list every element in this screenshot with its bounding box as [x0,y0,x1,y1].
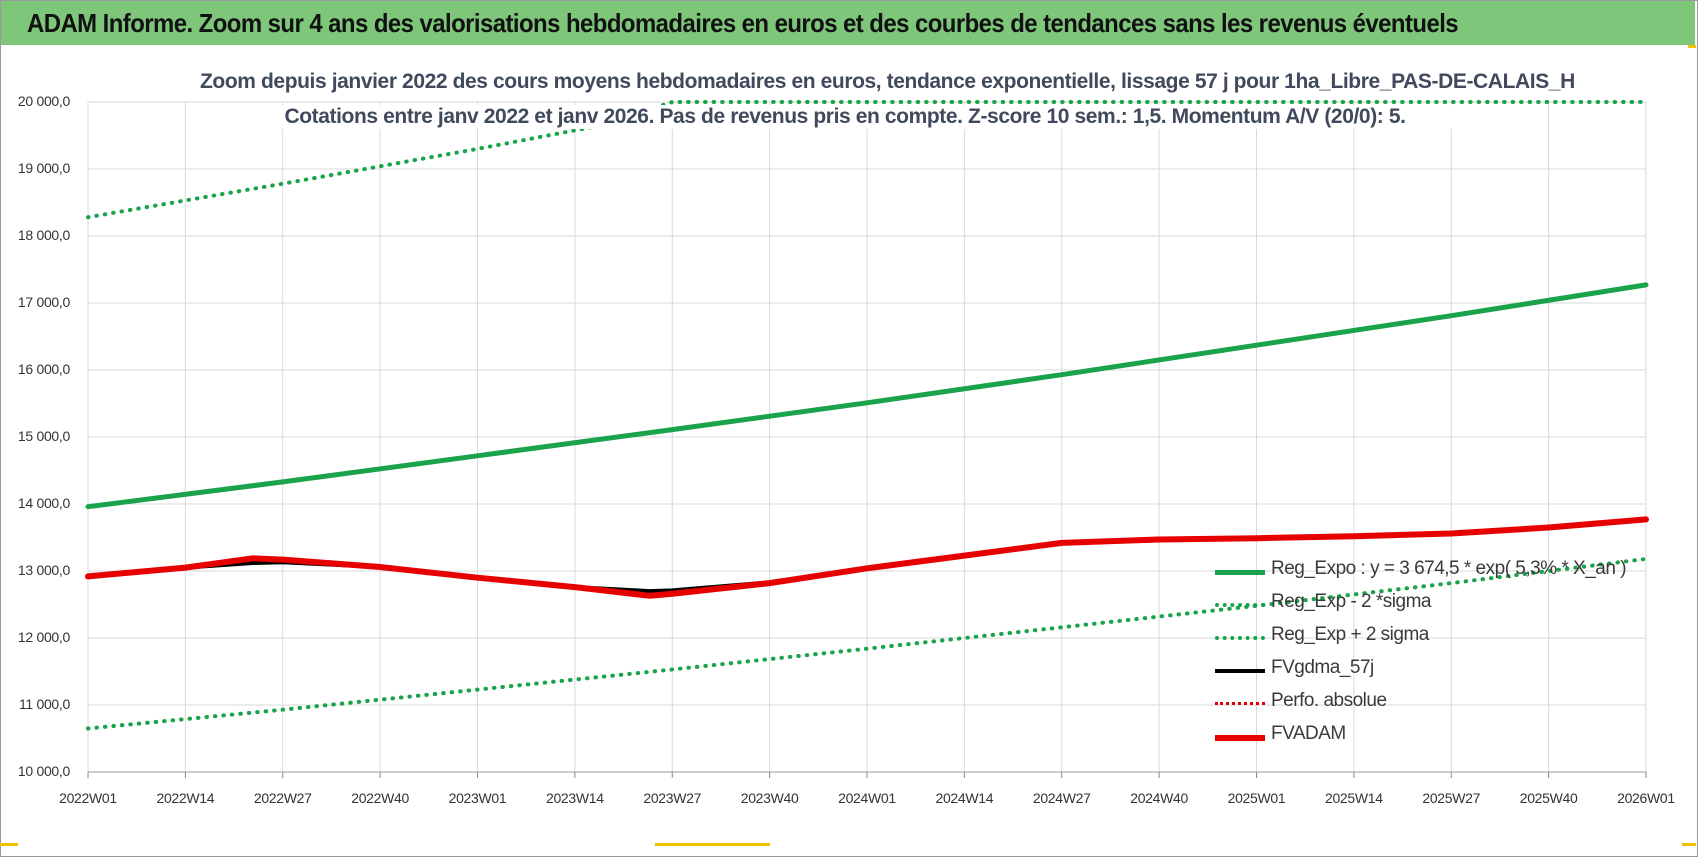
banner: ADAM Informe. Zoom sur 4 ans des valoris… [1,1,1695,45]
x-tick-label: 2024W14 [935,790,994,806]
y-tick-label: 12 000,0 [17,629,70,645]
y-tick-label: 19 000,0 [17,160,70,176]
legend-swatch [1215,570,1265,575]
x-tick-label: 2023W14 [545,790,604,806]
x-tick-label: 2023W40 [740,790,799,806]
y-tick-label: 13 000,0 [17,562,70,578]
legend-swatch [1215,603,1265,607]
legend-label: Reg_Exp - 2 *sigma [1271,591,1431,612]
series-reg-expo-line [85,282,1649,510]
corner-mark-bottom-left [0,843,18,846]
x-tick-label: 2022W27 [253,790,312,806]
legend-label: Reg_Exp + 2 sigma [1271,624,1429,645]
x-tick-label: 2025W01 [1227,790,1286,806]
x-tick-label: 2022W01 [59,790,117,806]
y-tick-label: 17 000,0 [17,294,70,310]
corner-mark-bottom-right [1682,843,1696,846]
series-sigma-line [86,556,1648,731]
x-tick-label: 2024W01 [838,790,896,806]
corner-mark-top-right [1688,45,1696,48]
legend-label: Reg_Expo : y = 3 674,5 * exp( 5,3% * X_a… [1271,558,1627,579]
x-tick-label: 2025W27 [1422,790,1481,806]
x-tick-label: 2024W40 [1130,790,1189,806]
x-tick-label: 2025W14 [1324,790,1383,806]
chart-title: Zoom depuis janvier 2022 des cours moyen… [200,70,1575,94]
y-tick-label: 15 000,0 [17,428,70,444]
x-tick-label: 2023W01 [448,790,507,806]
y-tick-label: 10 000,0 [17,763,70,779]
legend-swatch [1215,702,1265,705]
y-tick-label: 16 000,0 [17,361,70,377]
y-tick-label: 14 000,0 [17,495,70,511]
x-tick-label: 2024W27 [1032,790,1091,806]
x-tick-label: 2023W27 [643,790,702,806]
x-tick-label: 2022W14 [156,790,215,806]
corner-mark-bottom-center [655,843,770,846]
legend-swatch [1215,669,1265,673]
y-tick-label: 11 000,0 [18,696,70,712]
series-fvadam-line [85,516,1649,599]
y-tick-label: 20 000,0 [17,93,70,109]
legend-swatch [1215,636,1265,640]
x-tick-label: 2026W01 [1617,790,1675,806]
x-tick-label: 2022W40 [351,790,410,806]
chart-subtitle: Cotations entre janv 2022 et janv 2026. … [200,105,1490,129]
series-sigma-line [86,100,1648,220]
legend-label: FVADAM [1271,723,1346,744]
legend-label: Perfo. absolue [1271,690,1387,711]
banner-title: ADAM Informe. Zoom sur 4 ans des valoris… [27,8,1459,38]
legend-swatch [1215,735,1265,741]
x-tick-label: 2025W40 [1519,790,1578,806]
y-tick-label: 18 000,0 [17,227,70,243]
legend-label: FVgdma_57j [1271,657,1374,678]
